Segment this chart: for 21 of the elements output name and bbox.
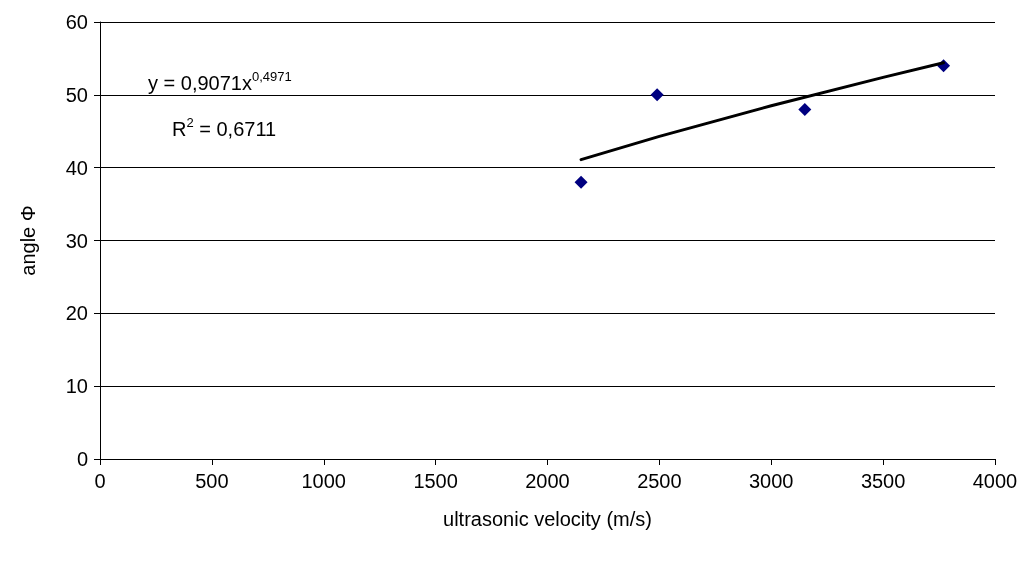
point <box>798 102 812 116</box>
point <box>574 175 588 189</box>
y-axis-title: angle Φ <box>17 205 39 276</box>
x-tick-label: 3000 <box>749 470 794 492</box>
y-tick-label: 10 <box>65 375 88 398</box>
y-tick-label: 30 <box>65 229 88 252</box>
y-tick-label: 50 <box>65 83 88 106</box>
x-tick-label: 1000 <box>301 470 346 492</box>
point <box>650 88 664 102</box>
x-tick-label: 3500 <box>860 470 906 492</box>
x-tick-label: 2500 <box>637 470 682 492</box>
x-axis-title: ultrasonic velocity (m/s) <box>443 508 652 530</box>
x-tick-label: 2000 <box>525 470 570 492</box>
y-tick-label: 60 <box>65 11 88 33</box>
x-tick-label: 500 <box>195 470 229 492</box>
y-tick-label: 0 <box>76 448 88 470</box>
x-tick-label: 1500 <box>413 470 458 492</box>
x-tick-label: 0 <box>94 470 106 492</box>
y-tick-label: 40 <box>65 156 88 179</box>
y-tick-label: 20 <box>65 302 88 325</box>
x-tick-label: 4000 <box>972 470 1018 492</box>
